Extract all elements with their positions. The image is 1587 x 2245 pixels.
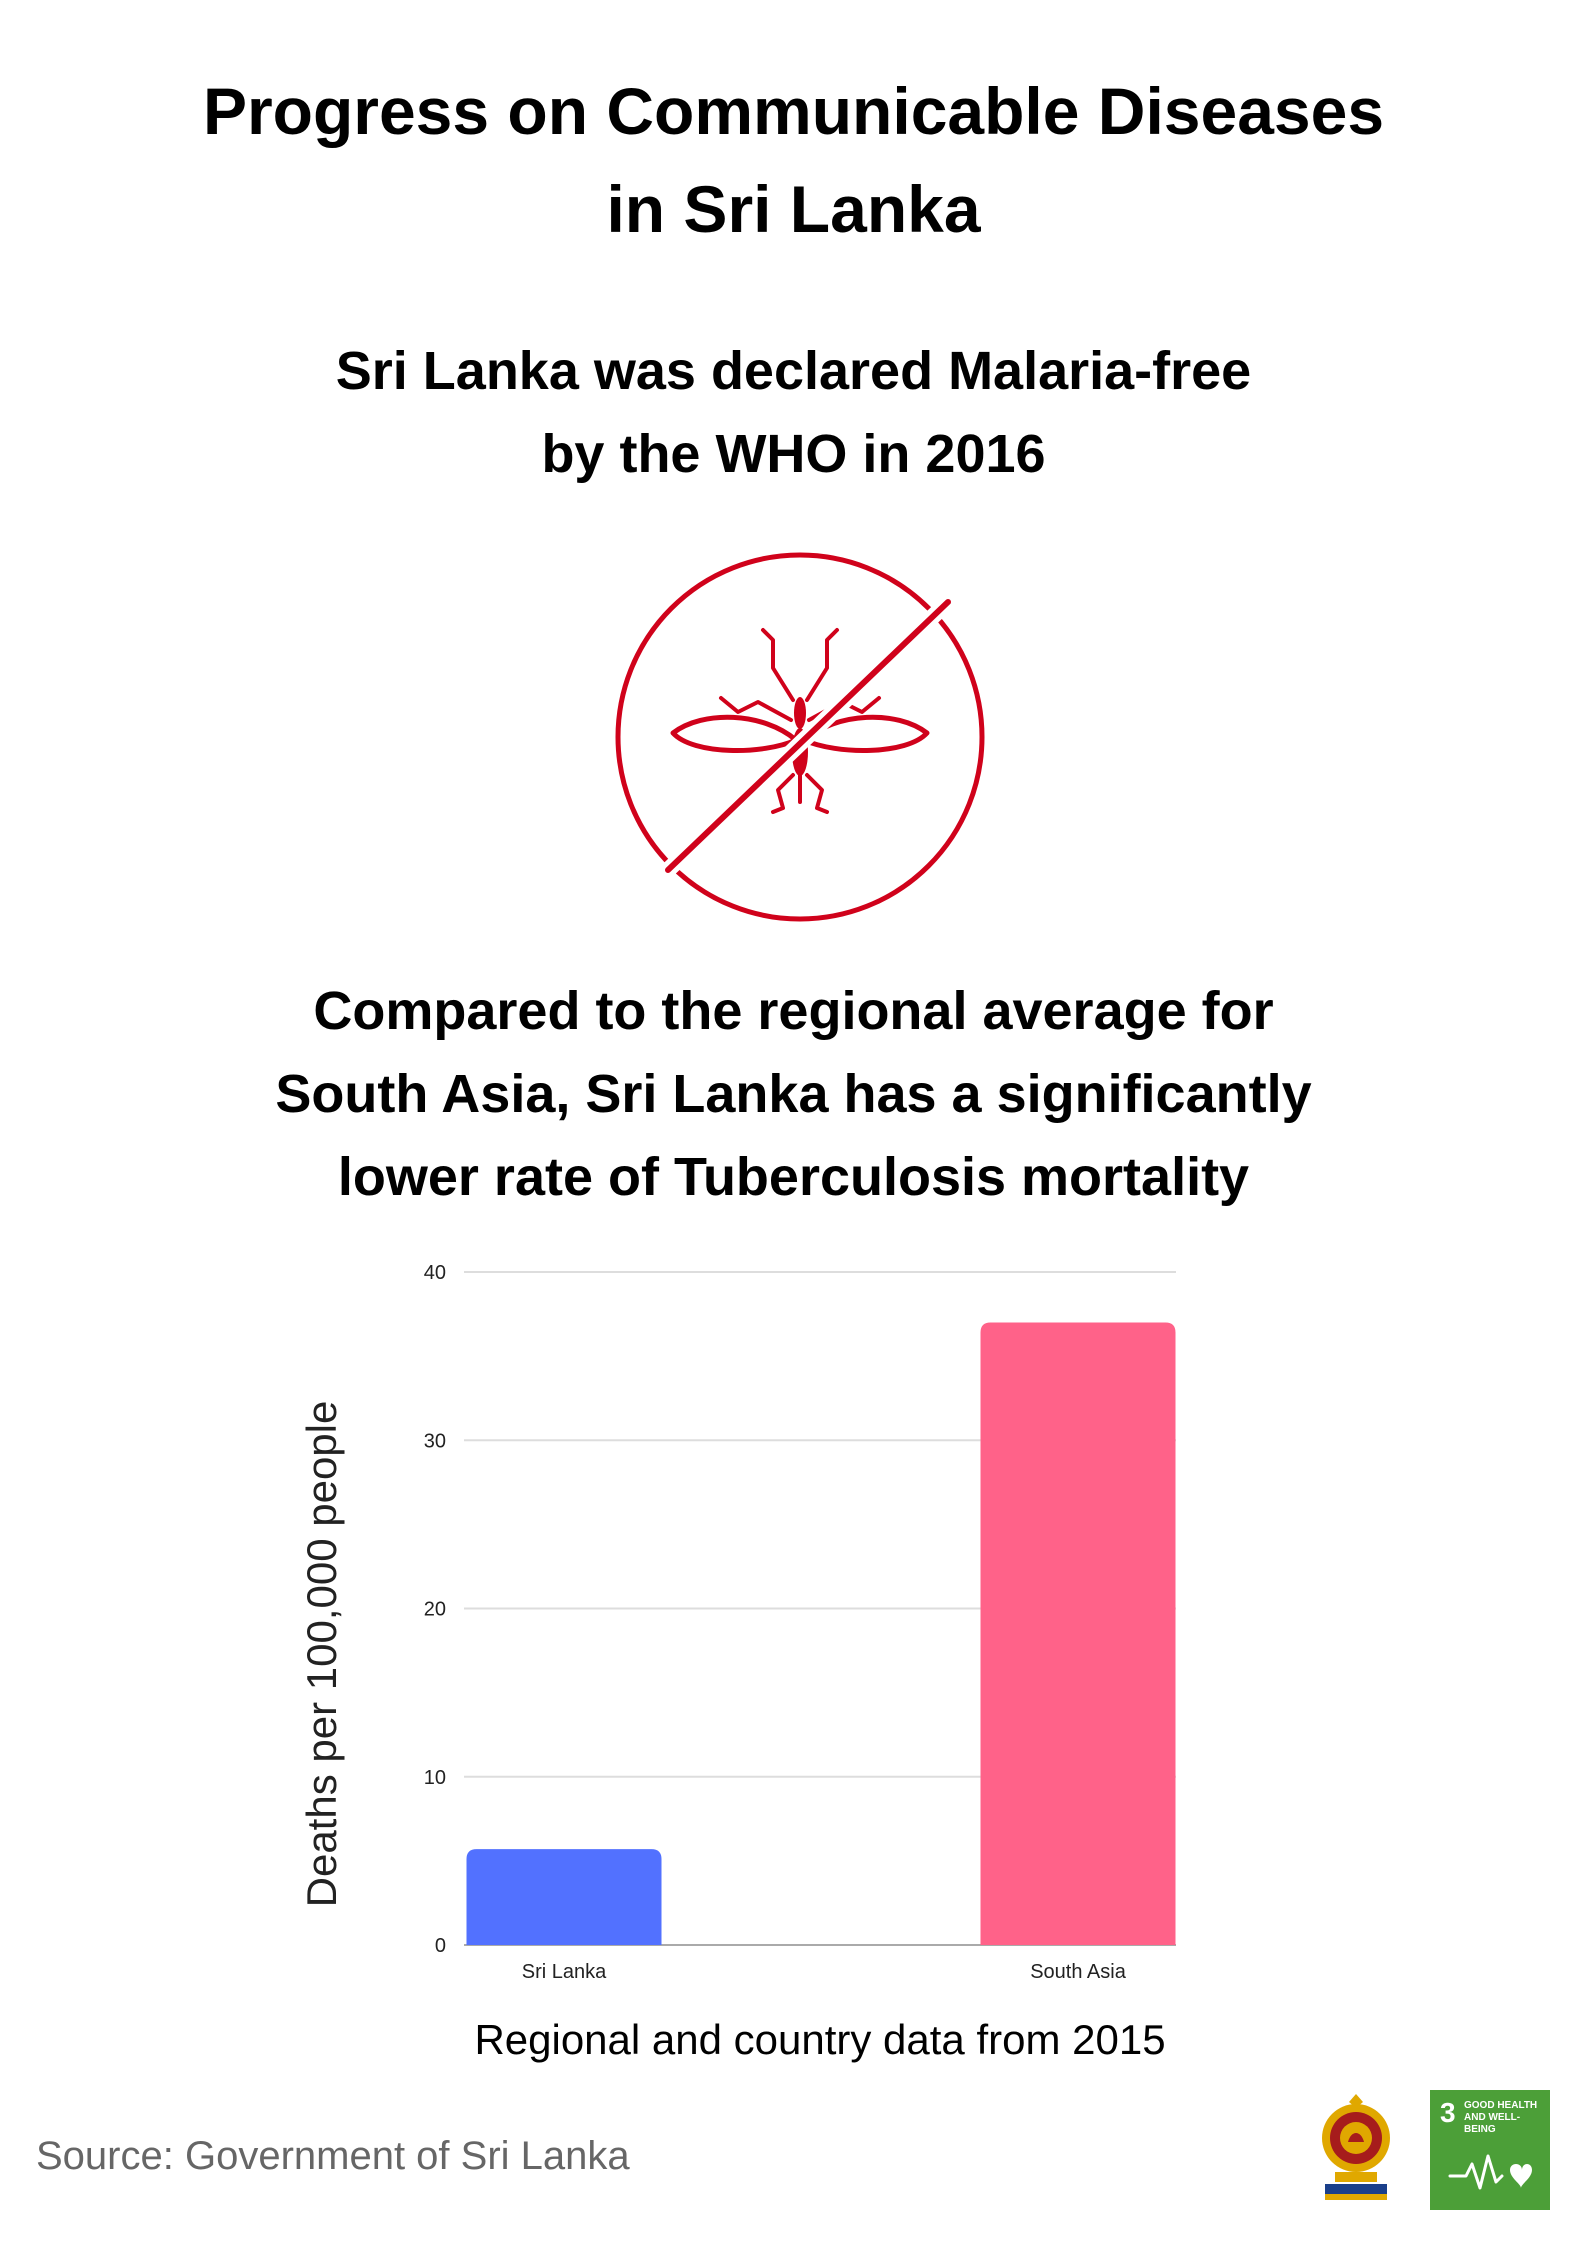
no-mosquito-icon bbox=[613, 550, 987, 924]
sdg-3-icon: 3 GOOD HEALTH AND WELL-BEING bbox=[1430, 2090, 1550, 2210]
heartbeat-icon bbox=[1448, 2154, 1532, 2190]
y-tick-label: 40 bbox=[424, 1262, 446, 1284]
y-tick-label: 30 bbox=[424, 1430, 446, 1452]
chart-x-ticks: Sri Lanka South Asia bbox=[522, 1961, 1127, 1983]
sdg-label: GOOD HEALTH AND WELL-BEING bbox=[1464, 2100, 1538, 2135]
tb-heading: Compared to the regional average for Sou… bbox=[0, 970, 1587, 1219]
y-tick-label: 20 bbox=[424, 1599, 446, 1621]
tb-line-3: lower rate of Tuberculosis mortality bbox=[337, 1147, 1250, 1207]
x-tick-label: South Asia bbox=[1030, 1961, 1127, 1983]
tb-line-1: Compared to the regional average for bbox=[313, 981, 1274, 1041]
title-line-2: in Sri Lanka bbox=[606, 172, 981, 246]
tb-line-2: South Asia, Sri Lanka has a significantl… bbox=[275, 1064, 1312, 1124]
y-tick-label: 0 bbox=[435, 1935, 446, 1957]
chart-y-ticks: 0 10 20 30 40 bbox=[424, 1262, 446, 1957]
page-title: Progress on Communicable Diseases in Sri… bbox=[0, 62, 1587, 258]
malaria-line-1: Sri Lanka was declared Malaria-free bbox=[335, 341, 1252, 401]
chart-y-axis-label: Deaths per 100,000 people bbox=[298, 1401, 345, 1908]
malaria-line-2: by the WHO in 2016 bbox=[541, 424, 1046, 484]
sdg-number: 3 bbox=[1440, 2097, 1456, 2128]
bar-sri-lanka bbox=[466, 1849, 662, 1945]
x-tick-label: Sri Lanka bbox=[522, 1961, 607, 1983]
title-line-1: Progress on Communicable Diseases bbox=[202, 74, 1385, 148]
bar-south-asia bbox=[980, 1322, 1176, 1945]
y-tick-label: 10 bbox=[424, 1767, 446, 1789]
source-note: Source: Government of Sri Lanka bbox=[36, 2134, 630, 2178]
tb-mortality-chart: 0 10 20 30 40 Sri Lanka South Asia Deaths per… bbox=[298, 1262, 1176, 1983]
chart-caption: Regional and country data from 2015 bbox=[474, 2016, 1166, 2063]
malaria-heading: Sri Lanka was declared Malaria-free by t… bbox=[0, 330, 1587, 496]
chart-bars bbox=[466, 1322, 1176, 1945]
sri-lanka-emblem-icon bbox=[1313, 2090, 1399, 2202]
